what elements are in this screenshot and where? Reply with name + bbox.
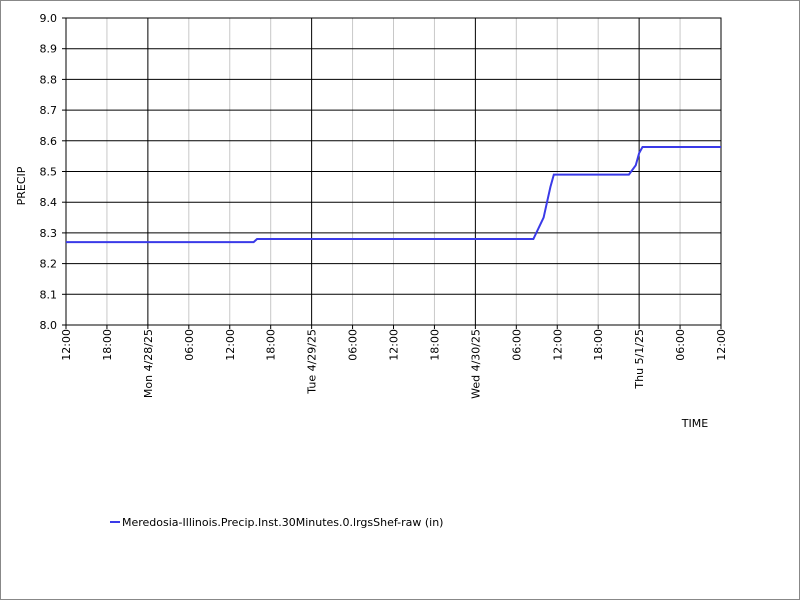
plot-border — [65, 17, 722, 326]
y-tick-label: 8.9 — [40, 43, 58, 56]
x-tick-label: Tue 4/29/25 — [306, 329, 319, 395]
legend-label: Meredosia-Illinois.Precip.Inst.30Minutes… — [122, 516, 443, 529]
y-tick-label: 8.1 — [40, 288, 58, 301]
x-tick-label: Mon 4/28/25 — [142, 329, 155, 398]
y-tick-label: 8.3 — [40, 227, 58, 240]
line-series — [66, 145, 721, 244]
x-tick-label: 18:00 — [428, 329, 441, 361]
y-tick-label: 8.4 — [40, 196, 58, 209]
x-tick-label: 18:00 — [265, 329, 278, 361]
x-tick-label: 12:00 — [551, 329, 564, 361]
y-tick-label: 8.0 — [40, 319, 58, 332]
y-tick-label: 9.0 — [40, 12, 58, 25]
x-tick-label: 12:00 — [224, 329, 237, 361]
y-tick-label: 8.8 — [40, 73, 58, 86]
x-tick-label: 12:00 — [388, 329, 401, 361]
x-axis-title: TIME — [681, 417, 708, 430]
x-tick-label: 18:00 — [592, 329, 605, 361]
y-axis-title: PRECIP — [15, 166, 28, 205]
x-tick-label: 06:00 — [347, 329, 360, 361]
x-tick-label: 12:00 — [60, 329, 73, 361]
x-tick-label: 06:00 — [183, 329, 196, 361]
x-tick-label: 06:00 — [510, 329, 523, 361]
x-tick-label: 12:00 — [715, 329, 728, 361]
y-tick-label: 8.2 — [40, 258, 58, 271]
y-tick-label: 8.7 — [40, 104, 58, 117]
x-tick-label: 06:00 — [674, 329, 687, 361]
x-tick-label: Thu 5/1/25 — [633, 329, 646, 390]
x-tick-label: 18:00 — [101, 329, 114, 361]
y-tick-label: 8.6 — [40, 135, 58, 148]
x-tick-label: Wed 4/30/25 — [469, 329, 482, 399]
y-tick-label: 8.5 — [40, 166, 58, 179]
